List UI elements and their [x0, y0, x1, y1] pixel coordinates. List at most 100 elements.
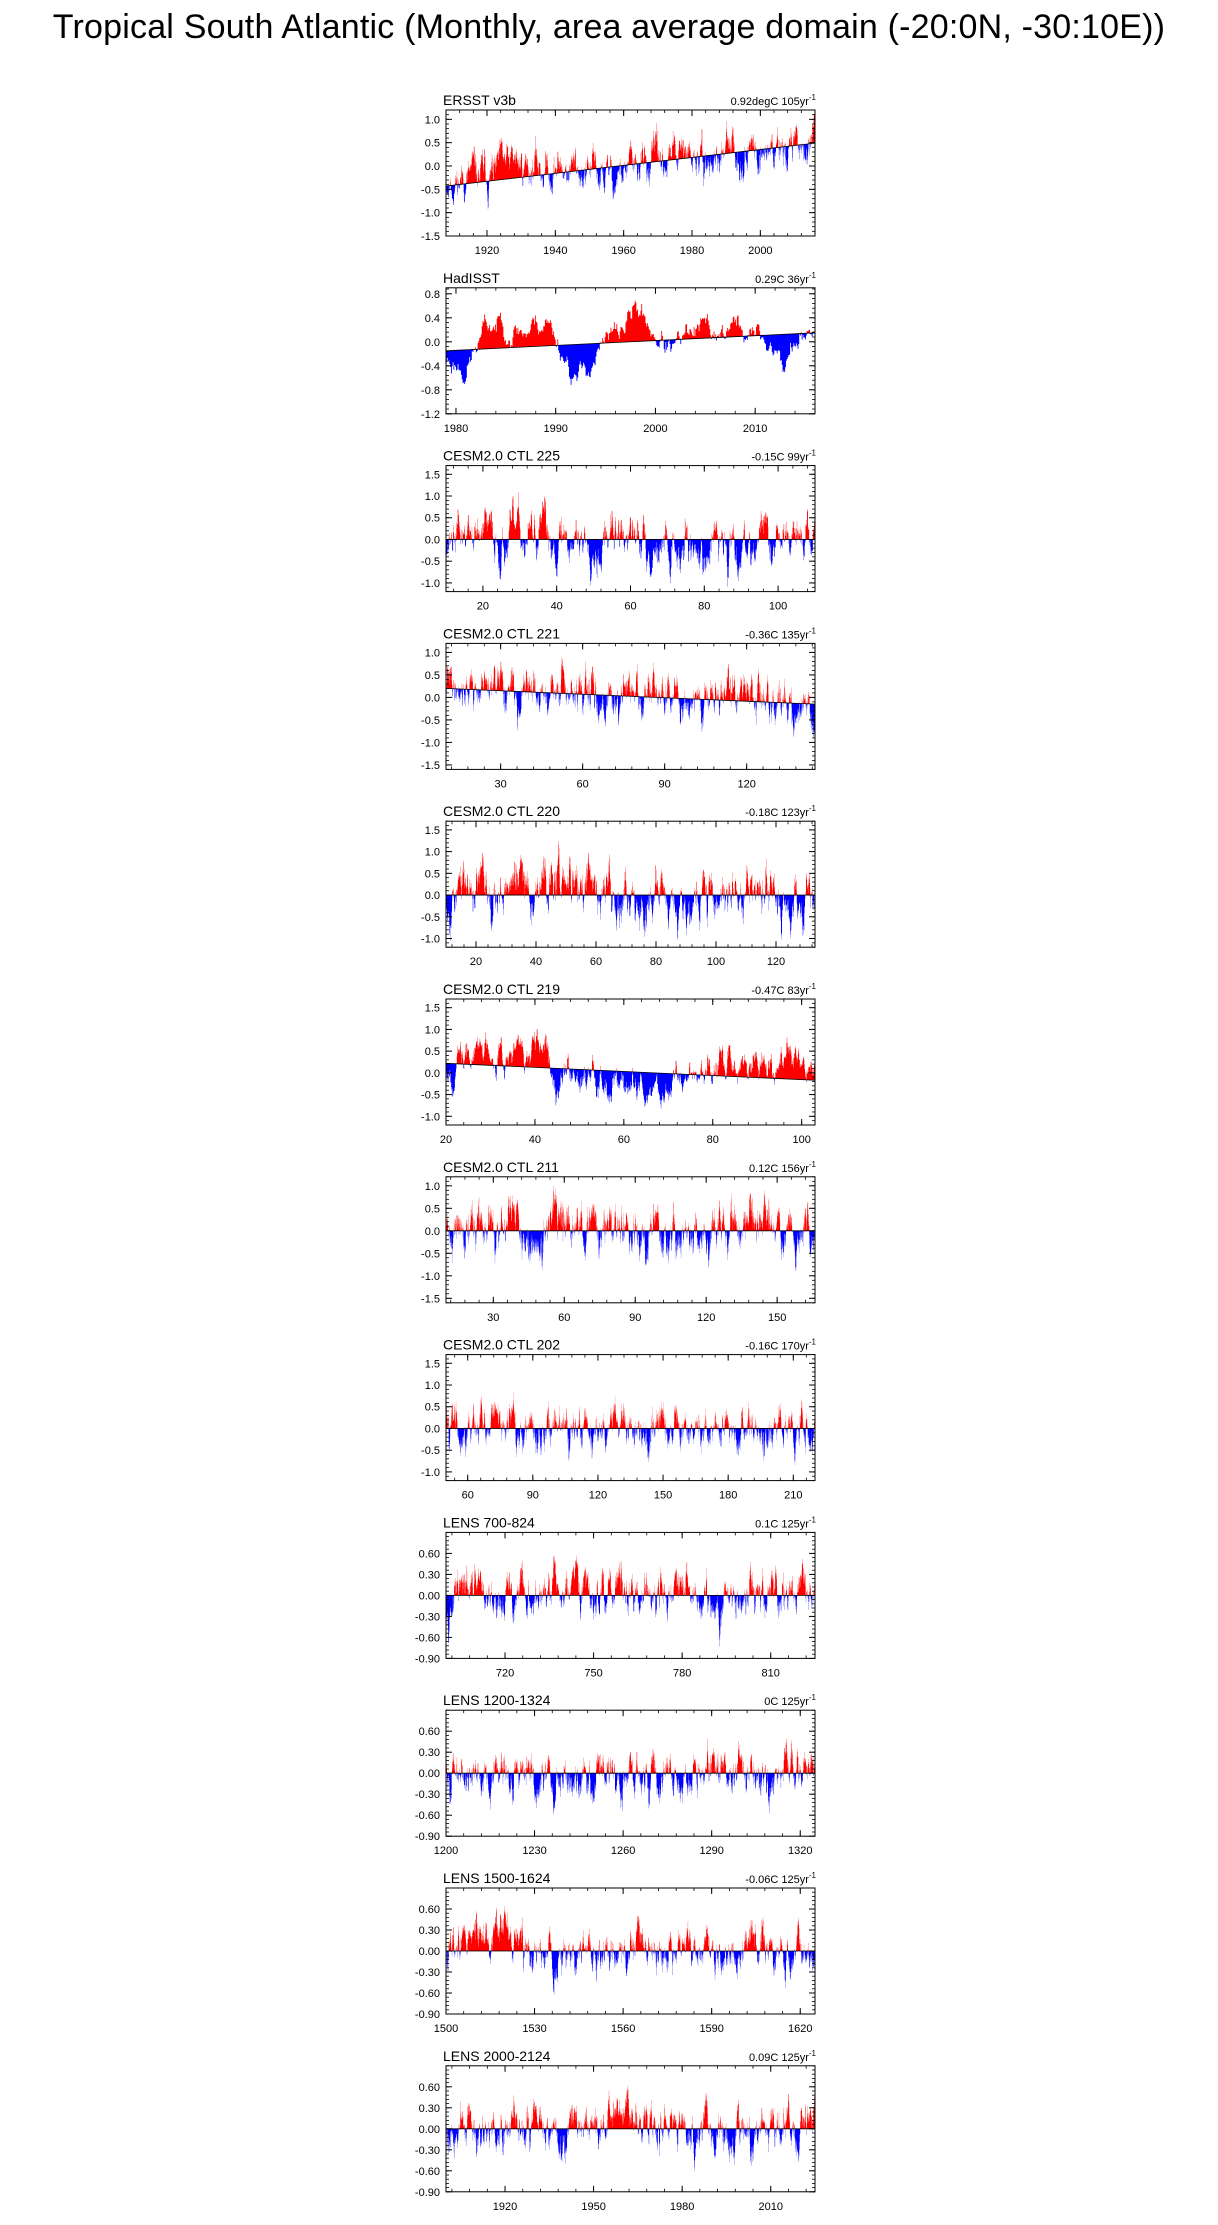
y-tick-label: 0.5 [425, 670, 440, 682]
panel-title: HadISST [443, 270, 500, 286]
panel-title: CESM2.0 CTL 225 [443, 448, 560, 464]
y-tick-label: -1.0 [421, 737, 440, 749]
x-tick-label: 810 [762, 1667, 780, 1679]
positive-bars [446, 1392, 815, 1429]
bar-series [446, 1555, 815, 1647]
y-tick-label: 0.0 [425, 890, 440, 902]
bar-series [446, 113, 816, 209]
y-tick-label: -1.0 [421, 578, 440, 590]
y-tick-label: 0.5 [425, 513, 440, 525]
x-tick-label: 90 [629, 1312, 641, 1324]
trend-label: 0C 125yr-1 [764, 1693, 816, 1708]
trend-label: 0.92degC 105yr-1 [731, 93, 817, 108]
trend-label: 0.09C 125yr-1 [749, 2049, 817, 2064]
x-tick-label: 60 [558, 1312, 570, 1324]
y-tick-label: -1.5 [421, 231, 440, 243]
chart-panel: HadISST 0.29C 36yr-1 0.8 0.4 0.0 -0.4 -0.8 -1.2… [421, 270, 817, 435]
y-tick-label: -0.90 [415, 2009, 440, 2021]
trend-line [445, 1062, 816, 1081]
y-tick-label: -0.5 [421, 1090, 440, 1102]
x-tick-label: 1560 [611, 2023, 635, 2035]
x-tick-label: 1960 [611, 245, 635, 257]
y-tick-label: 0.0 [425, 337, 440, 349]
x-tick-label: 1980 [670, 2201, 694, 2213]
y-tick-label: 0.30 [419, 2103, 440, 2115]
x-tick-label: 2000 [643, 423, 667, 435]
y-tick-label: 0.60 [419, 1904, 440, 1916]
bar-series [446, 1392, 815, 1465]
plot-frame [445, 109, 816, 237]
x-tick-label: 30 [487, 1312, 499, 1324]
negative-bars [446, 1951, 815, 1995]
y-tick-label: -0.5 [421, 184, 440, 196]
y-tick-label: -0.90 [415, 1831, 440, 1843]
y-tick-label: -1.2 [421, 409, 440, 421]
panel-title: CESM2.0 CTL 211 [443, 1159, 559, 1175]
panel-title: CESM2.0 CTL 202 [443, 1337, 560, 1353]
y-tick-label: 0.60 [419, 2082, 440, 2094]
x-tick-label: 40 [530, 956, 542, 968]
x-tick-label: 1990 [543, 423, 567, 435]
positive-bars [446, 2086, 815, 2129]
trend-line [445, 688, 816, 705]
x-tick-label: 1980 [444, 423, 468, 435]
x-tick-label: 720 [496, 1667, 514, 1679]
bar-series [446, 2086, 815, 2172]
trend-exponent: -1 [809, 449, 817, 458]
x-tick-label: 1590 [699, 2023, 723, 2035]
y-tick-label: 1.5 [425, 825, 440, 837]
y-tick-label: -0.5 [421, 556, 440, 568]
trend-exponent: -1 [809, 1160, 817, 1169]
x-tick-label: 80 [698, 601, 710, 613]
y-tick-label: 0.0 [425, 1226, 440, 1238]
x-tick-label: 60 [618, 1134, 630, 1146]
positive-bars [446, 113, 816, 187]
y-tick-label: -0.5 [421, 715, 440, 727]
y-tick-label: -0.30 [415, 1967, 440, 1979]
y-tick-label: 1.5 [425, 469, 440, 481]
panel-title: LENS 700-824 [443, 1514, 535, 1530]
y-tick-label: 0.4 [425, 313, 440, 325]
x-tick-label: 40 [551, 601, 563, 613]
x-tick-label: 150 [654, 1490, 672, 1502]
x-tick-label: 30 [495, 778, 507, 790]
y-tick-label: -0.30 [415, 1789, 440, 1801]
y-tick-label: -0.90 [415, 1653, 440, 1665]
x-tick-label: 1200 [434, 1845, 458, 1857]
x-tick-label: 100 [707, 956, 725, 968]
y-tick-label: -0.5 [421, 912, 440, 924]
negative-bars [446, 2128, 813, 2172]
x-tick-label: 780 [673, 1667, 691, 1679]
positive-bars [473, 300, 815, 350]
y-tick-label: -1.0 [421, 1467, 440, 1479]
trend-line [445, 142, 816, 187]
x-tick-label: 60 [462, 1490, 474, 1502]
x-tick-label: 60 [577, 778, 589, 790]
chart-panel: CESM2.0 CTL 202 -0.16C 170yr-1 1.5 1.0 0.5 0.… [421, 1337, 817, 1502]
trend-line [445, 332, 816, 352]
y-tick-label: 0.30 [419, 1569, 440, 1581]
trend-exponent: -1 [809, 1693, 817, 1702]
y-tick-label: -1.0 [421, 208, 440, 220]
negative-bars [446, 1595, 814, 1647]
trend-exponent: -1 [809, 1515, 817, 1524]
y-tick-label: -1.0 [421, 1111, 440, 1123]
y-tick-label: 1.5 [425, 1003, 440, 1015]
y-tick-label: 0.8 [425, 289, 440, 301]
x-tick-label: 2010 [758, 2201, 782, 2213]
trend-exponent: -1 [809, 1871, 817, 1880]
y-tick-label: 0.5 [425, 1402, 440, 1414]
negative-bars [446, 1230, 815, 1271]
y-tick-label: 1.0 [425, 491, 440, 503]
y-tick-label: -0.60 [415, 2166, 440, 2178]
trend-label: -0.36C 135yr-1 [745, 626, 816, 641]
positive-bars [452, 840, 813, 896]
x-tick-label: 1530 [522, 2023, 546, 2035]
y-tick-label: -0.5 [421, 1248, 440, 1260]
x-tick-label: 20 [470, 956, 482, 968]
chart-panel: ERSST v3b 0.92degC 105yr-1 1.0 0.5 0.0 -0.5 -1… [421, 92, 817, 257]
y-tick-label: 0.00 [419, 1768, 440, 1780]
bar-series [446, 1029, 816, 1109]
x-tick-label: 120 [589, 1490, 607, 1502]
x-tick-label: 120 [697, 1312, 715, 1324]
